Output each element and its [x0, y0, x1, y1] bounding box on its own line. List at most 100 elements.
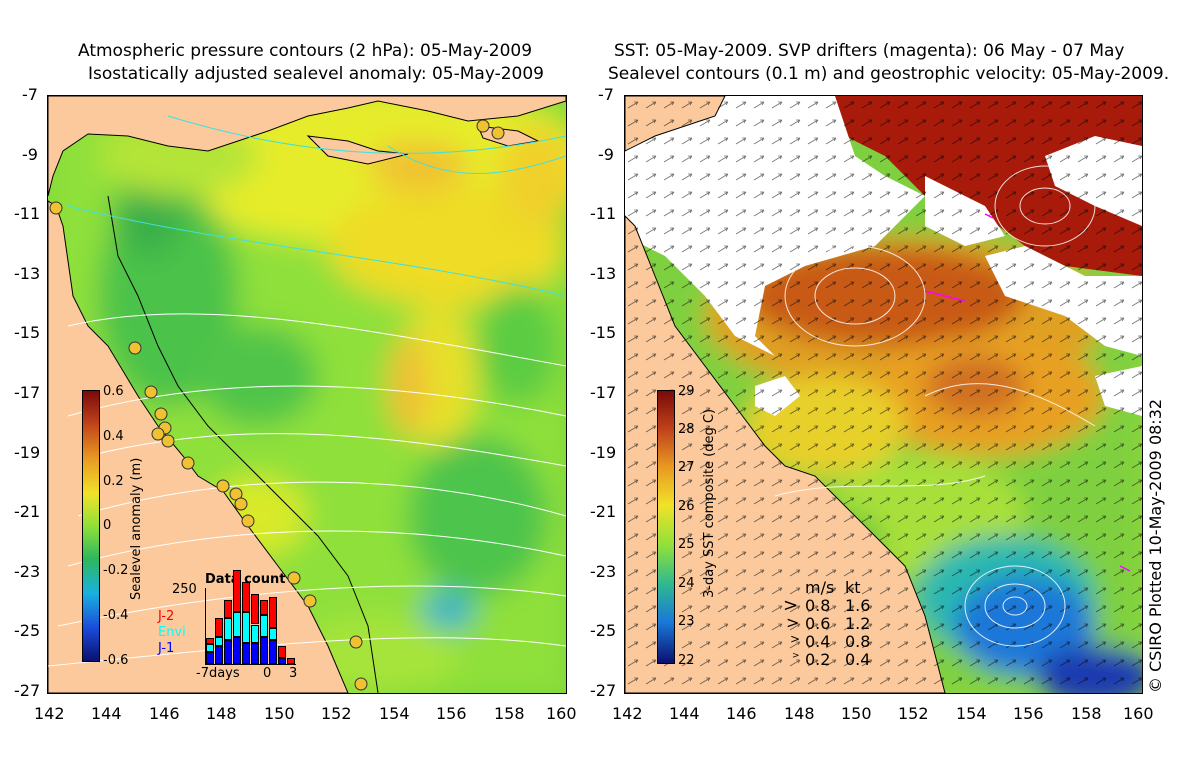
data-count-y-label: 250 [172, 582, 197, 597]
left-x-tick: 142 [34, 704, 65, 723]
data-count-bar-envi [269, 627, 277, 640]
sealevel-map [47, 95, 567, 694]
left-y-tick: -15 [14, 323, 41, 342]
left-colorbar-tick: 0.2 [103, 474, 124, 489]
left-y-tick: -23 [14, 562, 41, 581]
left-y-tick: -17 [14, 383, 41, 402]
velocity-legend-value-kt: 0.8 [845, 632, 871, 651]
copyright-note: © CSIRO Plotted 10-May-2009 08:32 [1146, 398, 1165, 693]
data-count-bar-j2 [251, 594, 259, 625]
sst-map [624, 95, 1143, 694]
data-count-x-label: 3 [289, 666, 298, 681]
right-x-tick: 154 [956, 704, 987, 723]
right-y-tick: -19 [590, 443, 617, 462]
right-y-tick: -11 [590, 204, 617, 223]
geostrophic-velocity-arrows [625, 96, 1142, 693]
sealevel-anomaly-field [48, 96, 566, 693]
left-y-tick: -25 [14, 621, 41, 640]
right-y-tick: -17 [590, 383, 617, 402]
left-y-tick: -13 [14, 264, 41, 283]
velocity-legend-value-kt: 1.6 [845, 596, 871, 615]
right-title-line1: SST: 05-May-2009. SVP drifters (magenta)… [614, 41, 1125, 61]
data-count-x-label: -7days [196, 666, 240, 681]
pressure-contours-cyan [67, 115, 566, 297]
right-colorbar-tick: 25 [678, 537, 695, 552]
tide-gauge-markers [49, 119, 505, 691]
right-colorbar-tick: 24 [678, 576, 695, 591]
data-count-bar-j1 [206, 651, 214, 664]
data-count-bar-j1 [260, 636, 268, 664]
left-y-tick: -19 [14, 443, 41, 462]
right-colorbar-tick: 26 [678, 499, 695, 514]
left-colorbar-tick: -0.2 [103, 563, 129, 578]
left-x-tick: 144 [91, 704, 122, 723]
right-title-line2: Sealevel contours (0.1 m) and geostrophi… [608, 64, 1170, 84]
data-count-bar-j2 [260, 600, 268, 616]
data-count-bar-j1 [251, 642, 259, 664]
data-count-bar-envi [251, 624, 259, 643]
right-x-tick: 148 [784, 704, 815, 723]
sealevel-contours [774, 165, 1096, 647]
data-count-bar-envi [224, 618, 232, 640]
left-y-tick: -21 [14, 502, 41, 521]
left-x-tick: 154 [379, 704, 410, 723]
right-x-tick: 150 [841, 704, 872, 723]
left-colorbar-tick: -0.6 [103, 653, 129, 668]
right-y-tick: -27 [590, 681, 617, 700]
left-x-tick: 156 [436, 704, 467, 723]
pressure-contours [48, 313, 566, 667]
data-count-title: Data count [205, 572, 286, 587]
right-colorbar-tick: 23 [678, 614, 695, 629]
data-count-bar-j2 [233, 569, 241, 613]
island-land [306, 135, 409, 165]
left-y-tick: -27 [14, 681, 41, 700]
png-land [48, 96, 566, 197]
data-count-bar-j2 [269, 597, 277, 628]
data-count-bar-envi [233, 612, 241, 637]
right-x-tick: 142 [612, 704, 643, 723]
left-colorbar-tick: 0.4 [103, 429, 124, 444]
right-y-tick: -15 [590, 323, 617, 342]
right-x-tick: 160 [1123, 704, 1154, 723]
right-colorbar-tick: 29 [678, 384, 695, 399]
data-count-bar-envi [260, 615, 268, 637]
sealevel-map-svg [48, 96, 566, 693]
left-colorbar-tick: 0.6 [103, 384, 124, 399]
right-x-tick: 156 [1013, 704, 1044, 723]
depth-contour [107, 195, 379, 693]
velocity-legend-value-ms: 0.8 [805, 596, 831, 615]
velocity-legend-value-ms: 0.4 [805, 632, 831, 651]
left-x-tick: 152 [321, 704, 352, 723]
data-count-bar-j1 [215, 645, 223, 664]
velocity-legend-value-ms: 0.6 [805, 614, 831, 633]
right-colorbar-tick: 22 [678, 653, 695, 668]
left-x-tick: 158 [494, 704, 525, 723]
data-count-bar-j2 [224, 600, 232, 619]
data-count-bar-j2 [242, 581, 250, 613]
data-count-bar-j2 [287, 657, 295, 664]
data-count-bar-j2 [206, 638, 214, 645]
velocity-legend-arrow: > [783, 595, 799, 616]
right-y-tick: -21 [590, 502, 617, 521]
left-y-tick: -11 [14, 204, 41, 223]
velocity-legend-header-kt: kt [845, 578, 861, 597]
right-y-tick: -25 [590, 621, 617, 640]
sst-map-svg [625, 96, 1142, 693]
velocity-legend-arrow: > [790, 632, 801, 646]
right-colorbar-tick: 27 [678, 460, 695, 475]
left-y-tick: -9 [22, 145, 38, 164]
data-count-bar-envi [215, 636, 223, 646]
left-title-line1: Atmospheric pressure contours (2 hPa): 0… [78, 41, 533, 61]
left-x-tick: 150 [264, 704, 295, 723]
right-y-tick: -23 [590, 562, 617, 581]
left-x-tick: 146 [149, 704, 180, 723]
data-count-legend-envi: Envi [158, 625, 186, 640]
left-x-tick: 160 [546, 704, 577, 723]
data-count-bar-j2 [278, 645, 286, 658]
data-count-bar-j1 [242, 642, 250, 664]
data-count-bar-j1 [278, 657, 286, 664]
velocity-legend-value-kt: 0.4 [845, 650, 871, 669]
left-title-line2: Isostatically adjusted sealevel anomaly:… [88, 64, 544, 84]
velocity-legend-arrow: > [786, 613, 800, 632]
data-count-legend-j1: J-1 [158, 641, 175, 656]
